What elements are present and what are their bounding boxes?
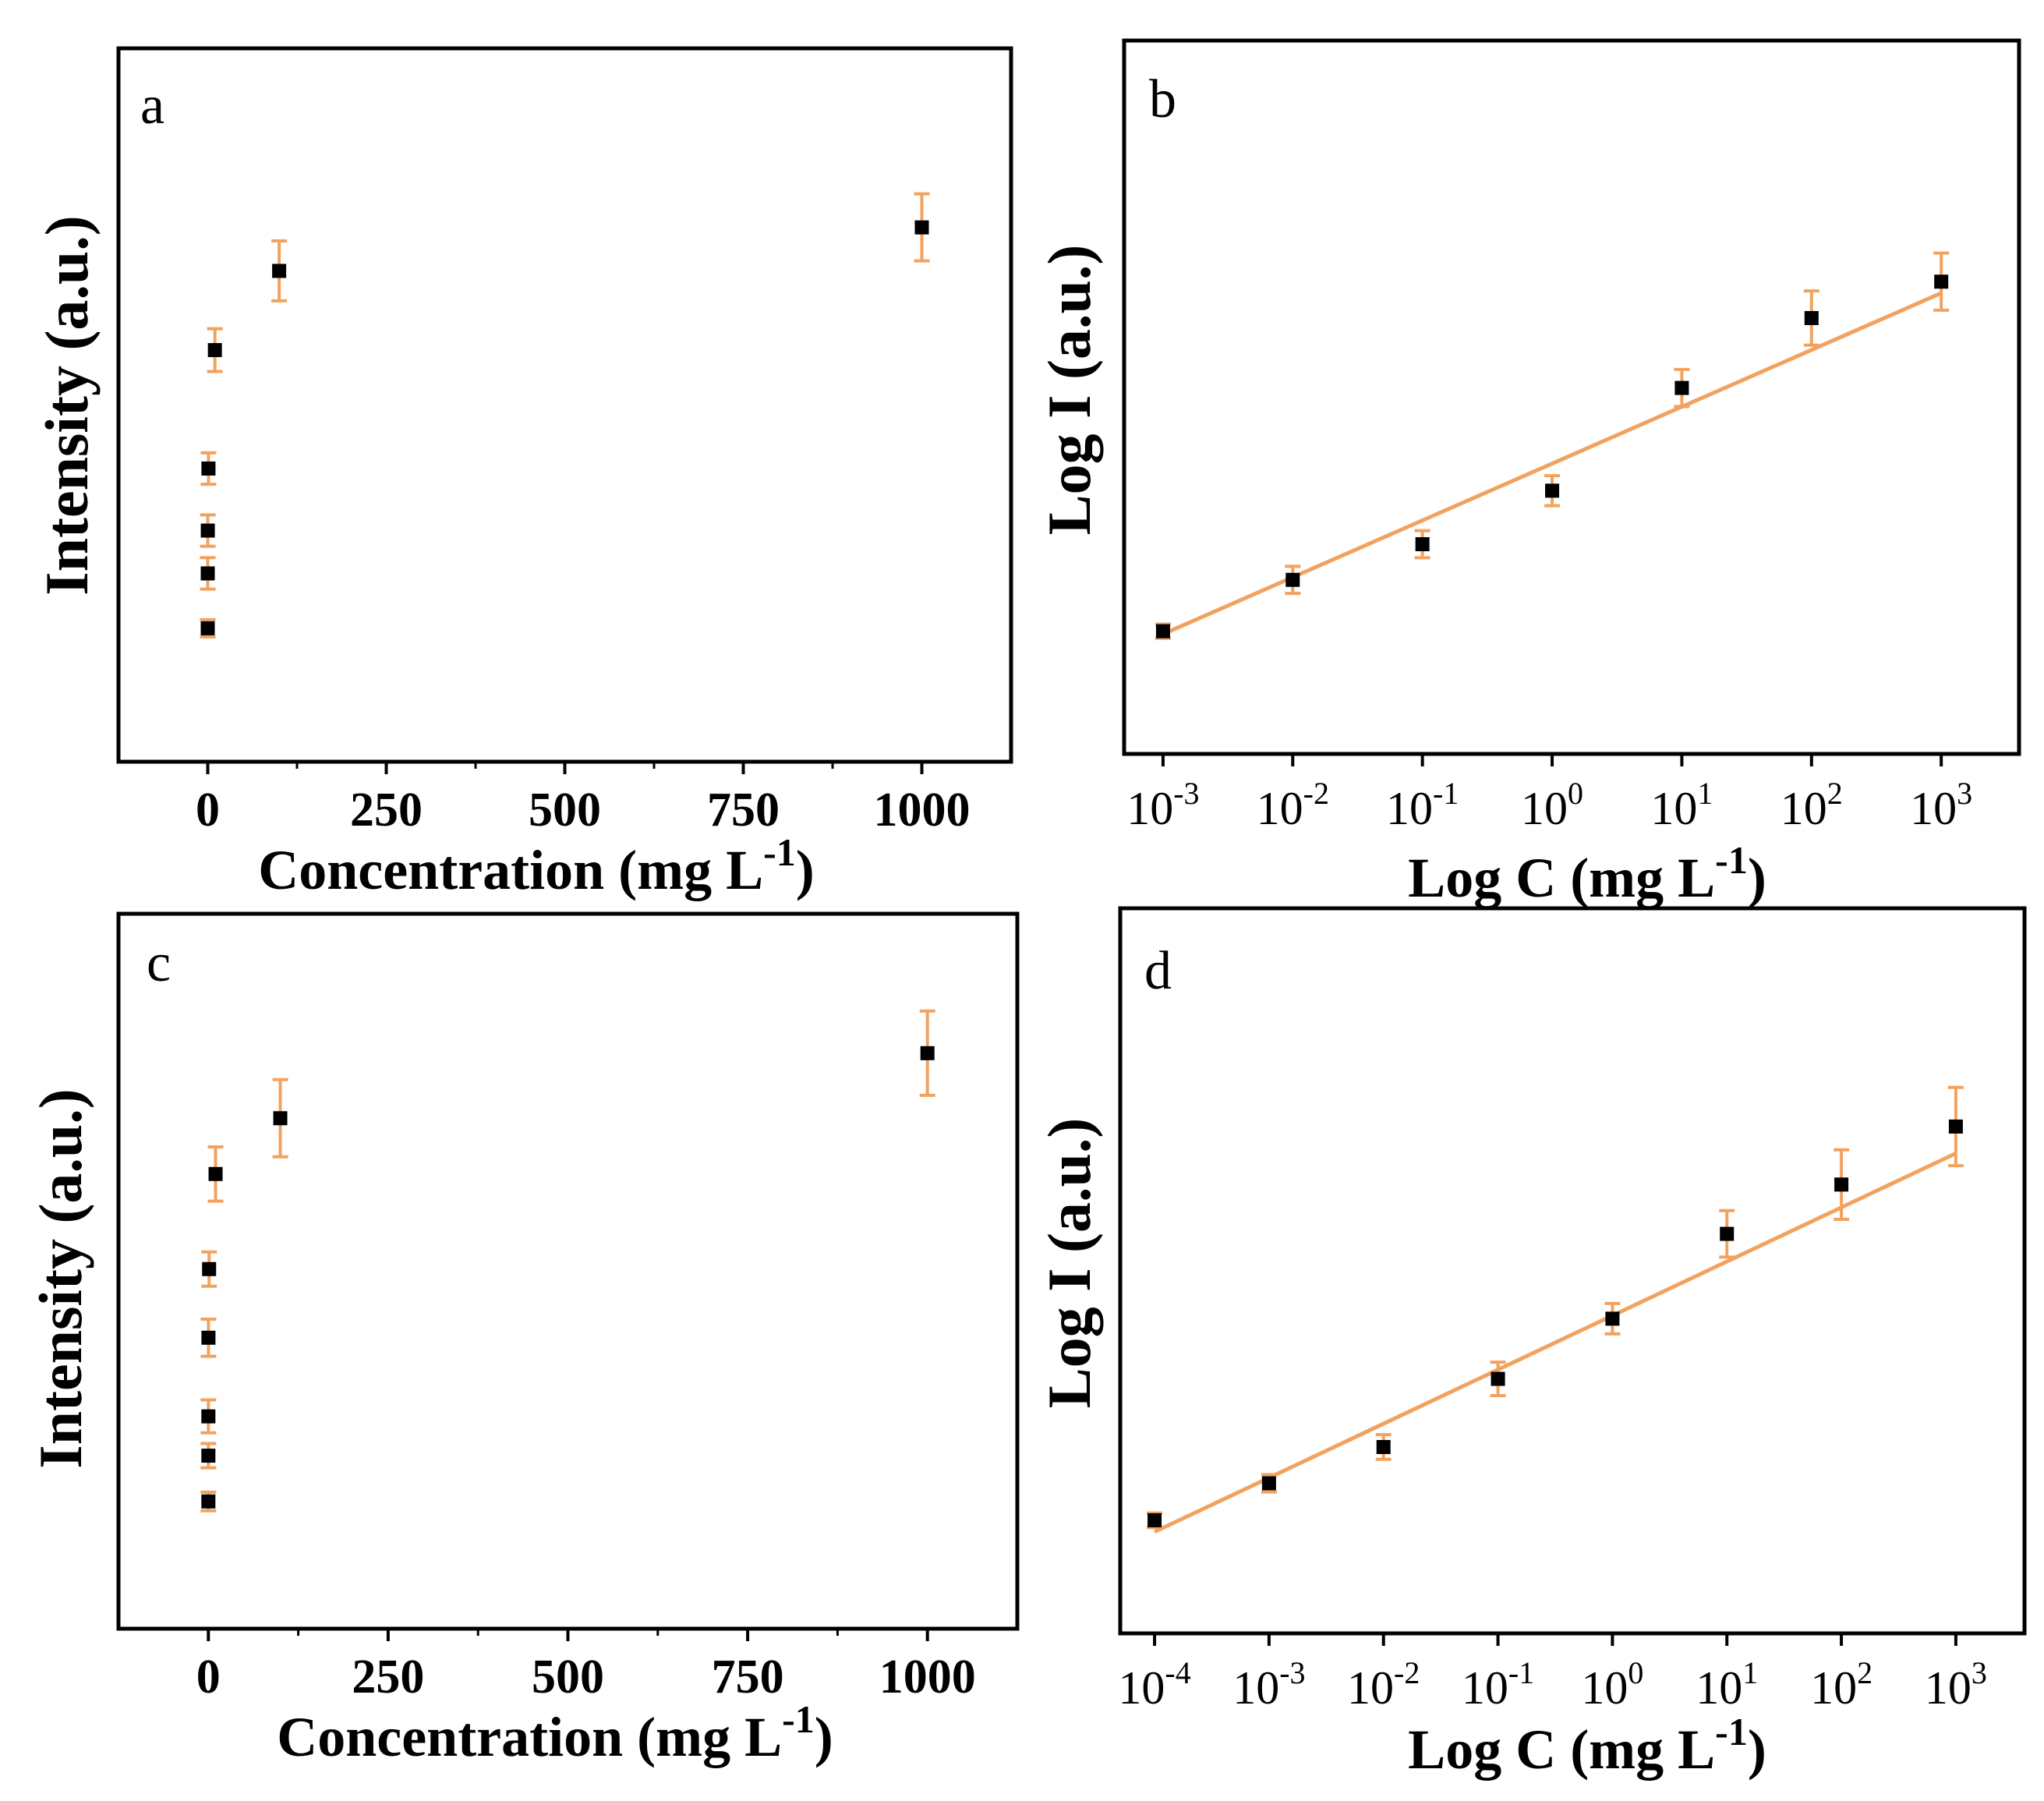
panel-b-xtick-label: 103: [1910, 776, 1972, 834]
panel-b-xlabel: Log C (mg L-1): [1408, 838, 1766, 909]
panel-b-xtick-label: 10-1: [1386, 776, 1459, 834]
panel-b-ticks: 10-3 10-2 10-1 100 101 102 103: [1126, 754, 1972, 834]
panel-c-ticks: 0 250 500 750 1000: [196, 1629, 976, 1704]
panel-c-data-point: [201, 1494, 216, 1509]
panel-c-errorbars: [200, 1009, 935, 1513]
panel-a-data-point: [272, 264, 287, 278]
panel-b-xtick-label: 10-3: [1126, 776, 1199, 834]
panel-b-letter: b: [1149, 69, 1176, 129]
panel-b-data-point: [1155, 624, 1170, 639]
panel-d-xtick-label: 10-4: [1118, 1655, 1190, 1714]
panel-d-xtick-label: 10-3: [1232, 1655, 1305, 1714]
panel-b-data-point: [1415, 536, 1430, 551]
panel-d-ylabel: Log I (a.u.): [1035, 1118, 1103, 1409]
panel-c-xlabel: Concentration (mg L-1): [277, 1697, 833, 1768]
panel-a-data-point: [914, 220, 929, 235]
panel-d-xtick-label: 10-1: [1462, 1655, 1534, 1714]
panel-a-xlabel: Concentration (mg L-1): [258, 830, 815, 901]
panel-d-xlabel: Log C (mg L-1): [1408, 1710, 1766, 1781]
panel-c-data-point: [208, 1166, 223, 1181]
panel-a-xtick-label: 750: [707, 784, 780, 837]
panel-c-frame: [116, 911, 1020, 1631]
panel-d: d Log I (a.u.) Log C (mg L-1) 10-4 10-3 10…: [1035, 906, 2027, 1781]
panel-d-data-point: [1148, 1513, 1162, 1527]
panel-a-xtick-label: 1000: [874, 784, 971, 837]
panel-d-data-point: [1605, 1311, 1620, 1326]
panel-a-errorbars: [200, 192, 930, 639]
panel-a-letter: a: [140, 76, 164, 136]
panel-b: b Log I (a.u.) Log C (mg L-1) 10-3 10-2 10…: [1035, 38, 2021, 909]
panel-c-ylabel: Intensity (a.u.): [27, 1088, 94, 1469]
panel-b-ylabel: Log I (a.u.): [1035, 245, 1103, 536]
panel-d-fitline: [1153, 1152, 1957, 1534]
panel-b-xtick-label: 10-2: [1257, 776, 1329, 834]
panel-d-xtick-label: 100: [1581, 1655, 1643, 1714]
panel-a-data-point: [200, 566, 215, 581]
panel-d-markers: [1148, 1119, 1963, 1527]
panel-c-xtick-label: 250: [352, 1651, 424, 1704]
panel-d-letter: d: [1144, 941, 1172, 1001]
panel-d-data-point: [1720, 1226, 1735, 1241]
panel-d-data-point: [1834, 1177, 1849, 1192]
panel-b-fitline: [1162, 291, 1943, 636]
panel-c-data-point: [201, 1449, 216, 1463]
panel-c-letter: c: [147, 933, 171, 993]
panel-d-xtick-label: 103: [1925, 1655, 1987, 1714]
panel-d-data-point: [1261, 1476, 1276, 1491]
panel-b-markers: [1155, 274, 1949, 639]
panel-a-xtick-label: 250: [350, 784, 423, 837]
panel-c-data-point: [273, 1111, 288, 1126]
panel-c-data-point: [920, 1046, 935, 1060]
panel-d-xtick-label: 101: [1696, 1655, 1758, 1714]
panel-a-data-point: [207, 343, 222, 358]
panel-a-xtick-label: 0: [196, 784, 220, 837]
panel-d-data-point: [1948, 1119, 1963, 1134]
panel-b-data-point: [1674, 380, 1689, 395]
panel-d-data-point: [1491, 1371, 1505, 1386]
panel-d-frame: [1118, 906, 2027, 1636]
panel-a: a Intensity (a.u.) Concentration (mg L-1…: [33, 46, 1013, 901]
panel-a-ylabel: Intensity (a.u.): [33, 215, 101, 596]
panel-c-data-point: [202, 1261, 217, 1276]
panel-b-errorbars: [1155, 251, 1950, 640]
panel-d-xtick-label: 10-2: [1347, 1655, 1420, 1714]
panel-c: c Intensity (a.u.) Concentration (mg L-1…: [27, 911, 1020, 1768]
panel-b-data-point: [1804, 310, 1819, 325]
panel-d-fit-line: [1153, 1152, 1957, 1534]
panel-a-ticks: 0 250 500 750 1000: [196, 762, 971, 837]
panel-c-xtick-label: 750: [712, 1651, 784, 1704]
panel-a-data-point: [201, 461, 216, 476]
panel-b-xtick-label: 100: [1521, 776, 1583, 834]
panel-d-xtick-label: 102: [1810, 1655, 1872, 1714]
panel-d-ticks: 10-4 10-3 10-2 10-1 100 101 102 103: [1118, 1633, 1987, 1714]
panel-c-xtick-label: 500: [532, 1651, 604, 1704]
panel-a-data-point: [200, 523, 215, 538]
panel-b-xtick-label: 102: [1781, 776, 1843, 834]
panel-c-data-point: [201, 1330, 216, 1345]
panel-b-data-point: [1285, 572, 1300, 587]
panel-c-xtick-label: 0: [196, 1651, 221, 1704]
panel-d-data-point: [1376, 1439, 1391, 1454]
panel-c-markers: [201, 1046, 935, 1509]
panel-b-data-point: [1545, 483, 1560, 498]
panel-a-markers: [200, 220, 929, 635]
panel-a-xtick-label: 500: [529, 784, 601, 837]
panel-c-xtick-label: 1000: [879, 1651, 976, 1704]
panel-b-xtick-label: 101: [1650, 776, 1713, 834]
panel-a-data-point: [200, 621, 215, 635]
panel-a-frame: [116, 46, 1013, 764]
panel-c-data-point: [201, 1409, 216, 1424]
panel-d-errorbars: [1147, 1085, 1964, 1530]
panel-b-data-point: [1934, 274, 1949, 289]
panel-b-fit-line: [1162, 291, 1943, 636]
panel-b-frame: [1122, 38, 2021, 756]
